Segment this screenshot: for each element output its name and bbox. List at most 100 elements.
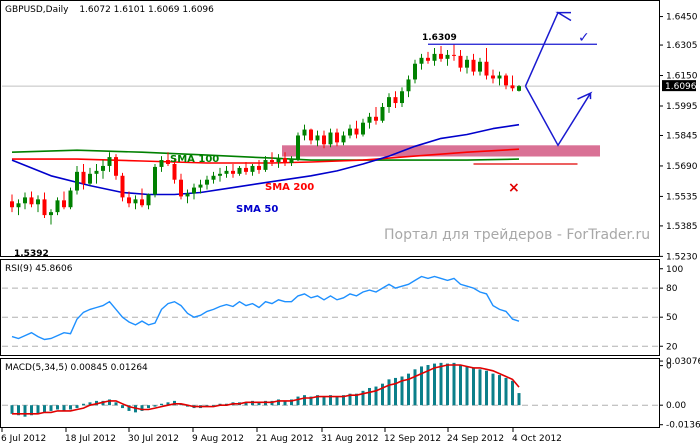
candle-body: [289, 159, 294, 163]
x-tick-label: 24 Sep 2012: [447, 434, 504, 444]
candle-body: [341, 135, 346, 143]
y-tick-label: 1.5845: [666, 131, 698, 141]
x-tick-label: 31 Aug 2012: [321, 434, 379, 444]
x-tick-label: 4 Oct 2012: [512, 434, 562, 444]
macd-bar: [381, 383, 384, 406]
macd-bar: [316, 395, 319, 406]
macd-bar: [335, 396, 339, 406]
candle-body: [322, 135, 326, 145]
candle-body: [419, 57, 424, 64]
candle-body: [244, 167, 248, 172]
candle-body: [211, 175, 216, 180]
candle-body: [471, 59, 476, 72]
forecast-arrow-down-up: [524, 85, 593, 147]
macd-bar: [433, 363, 436, 406]
candle-body: [29, 197, 34, 205]
y-tick-label: 1.5690: [666, 162, 698, 172]
candle-body: [348, 128, 352, 136]
candle-body: [205, 179, 209, 185]
macd-bar: [400, 376, 404, 406]
rsi-line: [11, 275, 520, 341]
candle-body: [224, 170, 229, 174]
macd-bar: [108, 399, 111, 406]
macd-bar: [23, 405, 27, 417]
y-tick-label: 1.6150: [666, 72, 698, 82]
candle-body: [517, 86, 521, 91]
candle-body: [393, 97, 398, 104]
ohlc-label: 1.6072 1.6101 1.6069 1.6096: [79, 5, 214, 15]
candle-body: [153, 166, 157, 195]
macd-bar: [49, 405, 53, 411]
candle-body: [94, 170, 99, 174]
macd-signal-line: [12, 364, 520, 415]
macd-bar: [517, 393, 521, 406]
x-tick-label: 12 Sep 2012: [384, 434, 441, 444]
macd-bar: [348, 393, 352, 406]
sma50-label: SMA 50: [236, 204, 278, 215]
cross-mark-icon: ×: [508, 180, 520, 196]
candle-layer: [10, 44, 521, 225]
x-tick-label: 6 Jul 2012: [1, 434, 46, 444]
candle-body: [452, 54, 456, 56]
candle-body: [192, 187, 196, 194]
candle-body: [432, 53, 437, 61]
candle-body: [101, 165, 105, 171]
macd-bar: [361, 390, 365, 406]
macd-bar: [160, 403, 163, 406]
candle-body: [42, 199, 47, 216]
macd-bar: [75, 405, 79, 409]
axis-layer: 1.6450 1.6305 1.6150 1.5995 1.5845 1.5690 1.55…: [1, 13, 700, 444]
macd-panel-frame: [0, 358, 660, 428]
candle-body: [510, 85, 515, 89]
macd-bar: [439, 362, 443, 406]
macd-bar: [212, 405, 215, 407]
candle-body: [120, 175, 125, 198]
candle-body: [439, 53, 443, 59]
macd-bar: [342, 395, 345, 406]
watermark: Портал для трейдеров - ForTrader.ru: [384, 227, 650, 243]
macd-bar: [62, 405, 66, 411]
macd-bar: [407, 373, 410, 406]
macd-bar: [30, 405, 33, 416]
macd-bar: [244, 402, 248, 406]
candle-body: [133, 199, 138, 204]
y-tick-label: 1.5230: [666, 252, 698, 262]
macd-bar: [296, 396, 300, 406]
candle-body: [354, 128, 359, 135]
macd-layer: [2, 362, 659, 417]
candle-body: [465, 59, 469, 68]
macd-bar: [374, 386, 378, 406]
main-panel-header: GBPUSD,Daily 1.6072 1.6101 1.6069 1.6096: [5, 5, 214, 15]
current-price-value: 1.6096: [665, 82, 697, 92]
candle-body: [478, 61, 482, 72]
low-price-label: 1.5392: [14, 249, 49, 259]
macd-bar: [17, 405, 20, 416]
candle-body: [218, 173, 222, 176]
macd-bar: [309, 396, 313, 406]
current-price-tag: [662, 80, 696, 92]
y-tick-label: 1.5535: [666, 192, 698, 202]
candle-body: [75, 171, 79, 191]
macd-tick-label: 0.00: [666, 401, 686, 411]
macd-bar: [166, 402, 170, 406]
macd-bar: [420, 366, 423, 406]
macd-bar: [36, 405, 40, 414]
macd-bar: [153, 405, 157, 407]
candle-body: [68, 190, 73, 208]
overlay-layer: [428, 11, 597, 165]
macd-bar: [114, 402, 118, 406]
candle-body: [426, 57, 430, 61]
high-price-label: 1.6309: [422, 33, 457, 43]
rsi-tick-label: 50: [666, 313, 678, 323]
candle-body: [127, 197, 131, 204]
y-tick-label: 1.6305: [666, 41, 698, 51]
macd-bar: [290, 399, 293, 406]
candle-body: [491, 75, 495, 79]
macd-bar: [472, 367, 475, 406]
macd-bar: [283, 400, 287, 406]
candle-body: [250, 165, 255, 172]
macd-bar: [147, 405, 150, 409]
rsi-tick-label: 0: [666, 362, 672, 372]
candle-body: [237, 167, 242, 174]
y-tick-label: 1.6450: [666, 13, 698, 23]
